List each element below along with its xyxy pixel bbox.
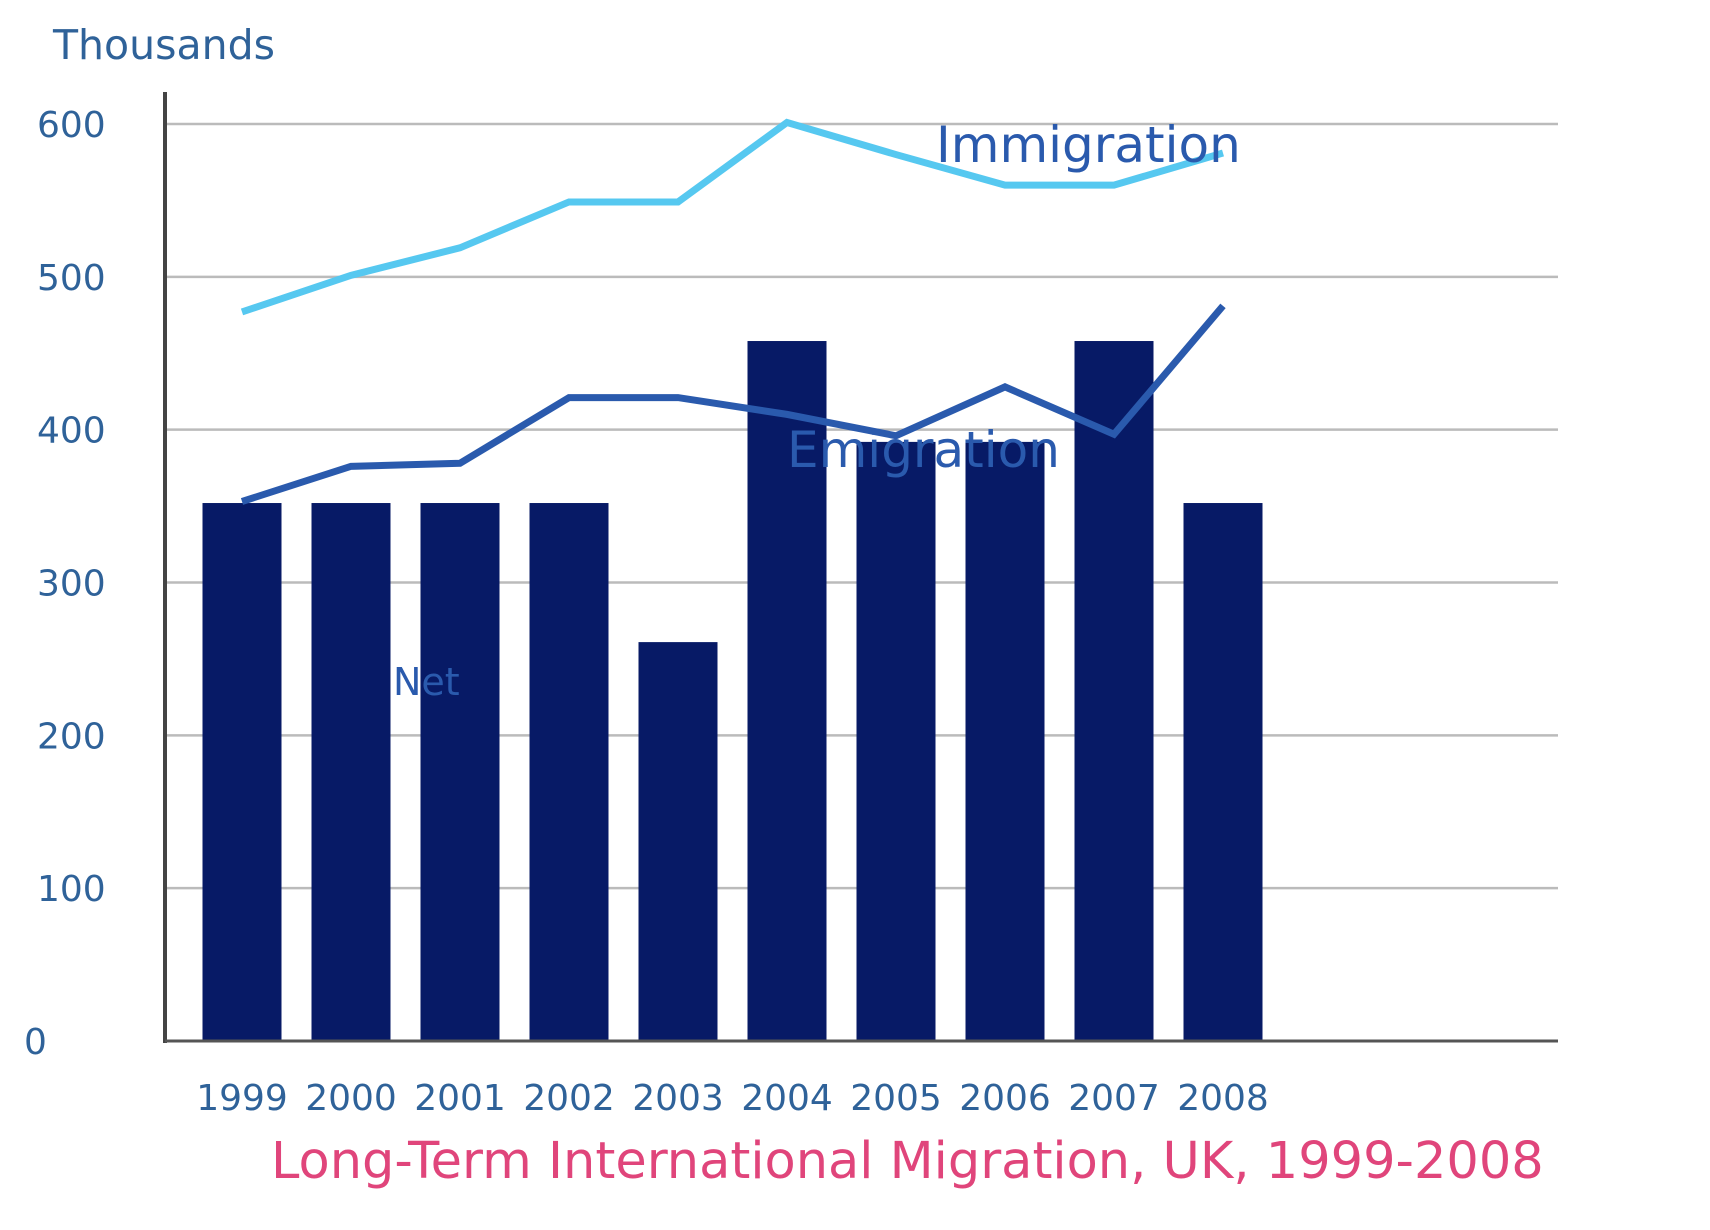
net-bar-2008 — [1183, 503, 1263, 1041]
emigration-line — [240, 303, 1226, 505]
x-tick-labels: 1999 2000 2001 2002 2003 2004 2005 2006 2007 2008 — [196, 1078, 1269, 1119]
net-bar-2002 — [529, 503, 609, 1041]
x-tick-label: 2004 — [741, 1078, 833, 1119]
x-tick-label: 2007 — [1068, 1078, 1160, 1119]
net-bar-2006 — [965, 441, 1045, 1042]
y-tick-label: 200 — [37, 716, 106, 757]
net-bar-2007 — [1074, 341, 1154, 1042]
x-tick-label: 2002 — [523, 1078, 615, 1119]
chart-title: Long-Term International Migration, UK, 1… — [271, 1132, 1544, 1191]
x-tick-label: 2008 — [1177, 1078, 1269, 1119]
y-tick-label: 600 — [37, 105, 106, 146]
net-bar-2000 — [311, 503, 391, 1041]
y-tick-labels: 0 100 200 300 400 500 600 — [24, 105, 106, 1063]
y-axis-title: Thousands — [52, 21, 275, 69]
y-tick-label: 500 — [37, 258, 106, 299]
x-tick-label: 2005 — [850, 1078, 942, 1119]
net-bar-2005 — [856, 441, 936, 1042]
y-tick-label: 0 — [24, 1022, 47, 1063]
y-tick-label: 400 — [37, 411, 106, 452]
net-bars — [202, 341, 1263, 1042]
y-tick-label: 100 — [37, 869, 106, 910]
emigration-series-label: Emigration — [787, 421, 1060, 479]
net-bar-1999 — [202, 503, 282, 1041]
immigration-series-label: Immigration — [936, 116, 1241, 174]
y-tick-label: 300 — [37, 564, 106, 605]
x-tick-label: 1999 — [196, 1078, 288, 1119]
x-tick-label: 2000 — [305, 1078, 397, 1119]
net-bar-2004 — [747, 341, 827, 1042]
net-bar-2003 — [638, 642, 718, 1041]
series-lines — [240, 118, 1226, 505]
axes — [163, 92, 1558, 1043]
immigration-line — [240, 118, 1224, 316]
net-bar-2001 — [420, 503, 500, 1041]
net-series-label: Net — [393, 660, 460, 704]
x-tick-label: 2003 — [632, 1078, 724, 1119]
x-tick-label: 2001 — [414, 1078, 506, 1119]
x-tick-label: 2006 — [959, 1078, 1051, 1119]
